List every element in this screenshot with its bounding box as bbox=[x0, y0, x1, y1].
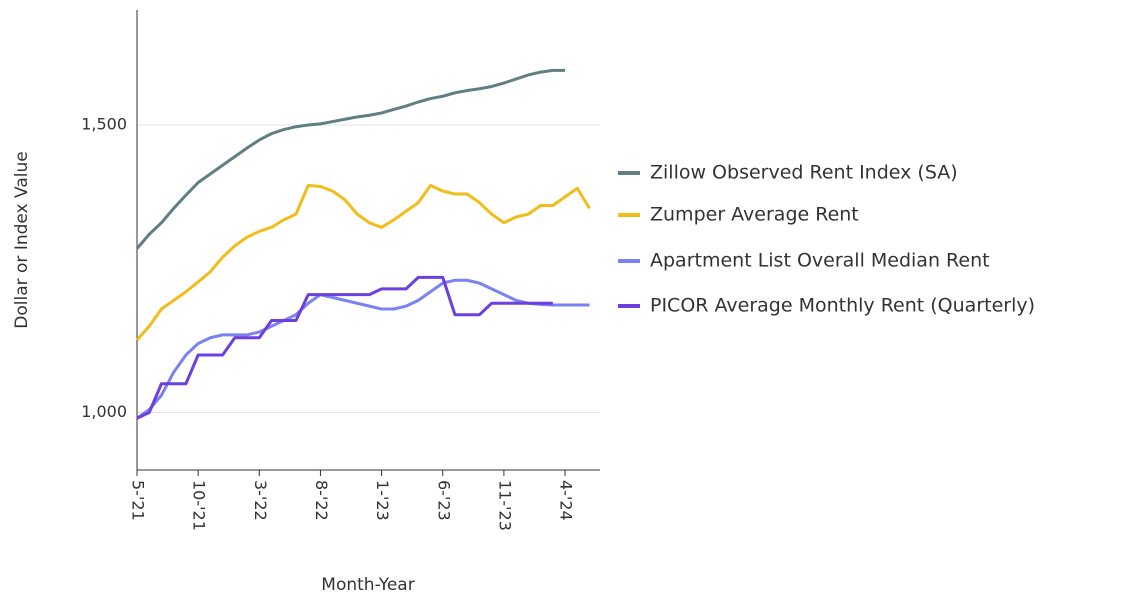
y-axis-label: Dollar or Index Value bbox=[12, 151, 32, 328]
series-line bbox=[136, 275, 553, 420]
x-axis-label: Month-Year bbox=[321, 575, 414, 595]
x-tick-label: 3-'22 bbox=[251, 480, 270, 521]
legend-label: Zillow Observed Rent Index (SA) bbox=[650, 162, 958, 184]
x-tick-label: 6-'23 bbox=[434, 480, 453, 521]
legend-label: PICOR Average Monthly Rent (Quarterly) bbox=[650, 295, 1035, 317]
x-tick-label: 5-'21 bbox=[129, 480, 148, 521]
series-line bbox=[135, 183, 591, 342]
x-tick-label: 11-'23 bbox=[495, 480, 514, 531]
legend-label: Apartment List Overall Median Rent bbox=[650, 250, 990, 272]
legend-label: Zumper Average Rent bbox=[650, 204, 859, 226]
y-tick-label: 1,000 bbox=[81, 402, 127, 421]
x-tick-label: 8-'22 bbox=[312, 480, 331, 521]
series-line bbox=[135, 68, 566, 250]
x-tick-label: 1-'23 bbox=[373, 480, 392, 521]
y-tick-label: 1,500 bbox=[81, 115, 127, 134]
series-line bbox=[136, 278, 590, 420]
x-tick-label: 4-'24 bbox=[557, 480, 576, 521]
x-tick-label: 10-'21 bbox=[190, 480, 209, 531]
